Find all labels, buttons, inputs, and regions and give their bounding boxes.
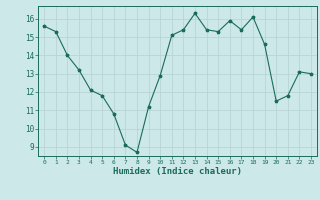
X-axis label: Humidex (Indice chaleur): Humidex (Indice chaleur) [113,167,242,176]
